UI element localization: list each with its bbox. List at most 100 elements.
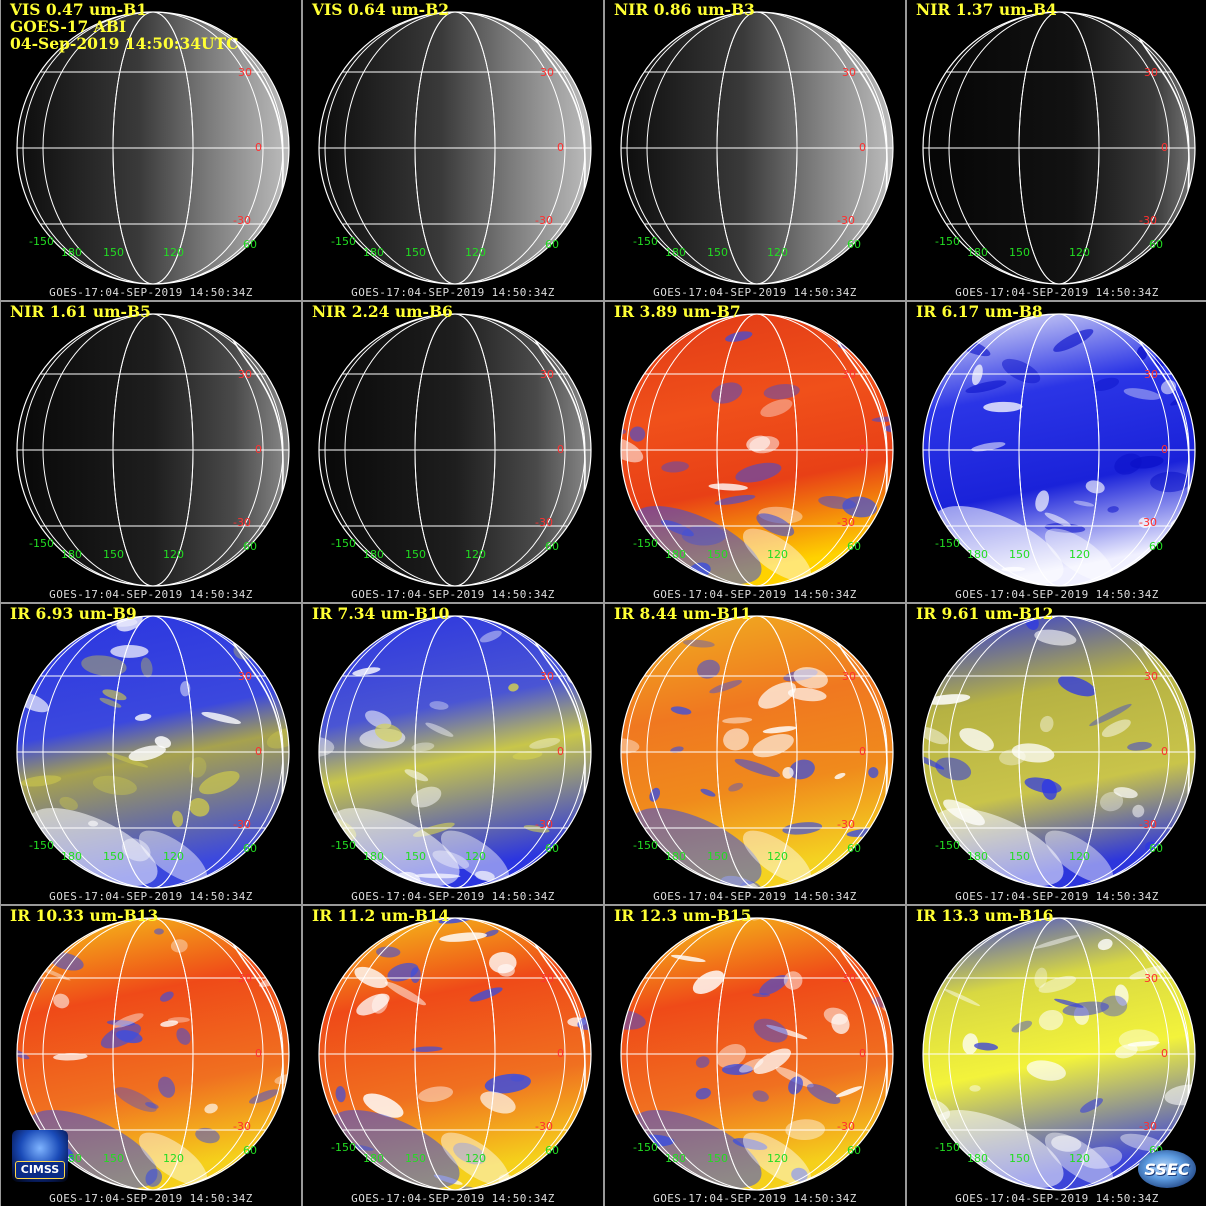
lon-label-120: 120 (1069, 548, 1090, 561)
band-label: IR 3.89 um-B7 (614, 302, 741, 321)
lat-label-30: 30 (842, 972, 856, 985)
lat-label-60: 60 (1149, 238, 1163, 251)
satellite-label: GOES-17 ABI (10, 17, 127, 36)
lat-label-minus30: -30 (837, 818, 855, 831)
lat-label-30: 30 (1144, 670, 1158, 683)
lat-label-minus30: -30 (1139, 516, 1157, 529)
band-label: IR 10.33 um-B13 (10, 906, 159, 925)
timestamp-footer: GOES-17:04-SEP-2019 14:50:34Z (351, 890, 555, 903)
lat-label-0: 0 (1161, 745, 1168, 758)
lat-label-60: 60 (243, 540, 257, 553)
lon-label-minus150: -150 (331, 537, 356, 550)
timestamp-footer: GOES-17:04-SEP-2019 14:50:34Z (955, 286, 1159, 299)
lon-label-180: 180 (363, 246, 384, 259)
lat-label-30: 30 (540, 670, 554, 683)
band-panel: 30 0 -30 60 -150 180 150 120 IR 12.3 um-B15 GOES-… (605, 906, 905, 1206)
lat-label-60: 60 (1149, 540, 1163, 553)
lat-label-0: 0 (1161, 141, 1168, 154)
timestamp-footer: GOES-17:04-SEP-2019 14:50:34Z (351, 286, 555, 299)
timestamp-footer: GOES-17:04-SEP-2019 14:50:34Z (49, 286, 253, 299)
lon-label-minus150: -150 (633, 1141, 658, 1154)
lon-label-150: 150 (1009, 548, 1030, 561)
cimss-logo-text: CIMSS (15, 1161, 65, 1179)
band-label: IR 6.93 um-B9 (10, 604, 137, 623)
lat-label-30: 30 (842, 670, 856, 683)
lon-label-150: 150 (707, 548, 728, 561)
lat-label-0: 0 (255, 141, 262, 154)
lon-label-150: 150 (103, 1152, 124, 1165)
lon-label-minus150: -150 (331, 235, 356, 248)
lat-label-60: 60 (243, 238, 257, 251)
lat-label-30: 30 (238, 66, 252, 79)
lon-label-minus150: -150 (29, 537, 54, 550)
band-label: IR 12.3 um-B15 (614, 906, 752, 925)
ssec-logo-text: SSEC (1144, 1160, 1190, 1179)
lon-label-120: 120 (163, 246, 184, 259)
lon-label-120: 120 (1069, 850, 1090, 863)
lat-label-60: 60 (545, 842, 559, 855)
timestamp-footer: GOES-17:04-SEP-2019 14:50:34Z (653, 1192, 857, 1205)
lon-label-120: 120 (1069, 246, 1090, 259)
lon-label-150: 150 (707, 850, 728, 863)
lat-label-30: 30 (842, 66, 856, 79)
band-label: NIR 0.86 um-B3 (614, 0, 755, 19)
lat-label-minus30: -30 (1139, 818, 1157, 831)
band-label: IR 9.61 um-B12 (916, 604, 1054, 623)
lon-label-150: 150 (707, 1152, 728, 1165)
lon-label-180: 180 (665, 548, 686, 561)
band-panel: 30 0 -30 60 -150 180 150 120 IR 8.44 um-B11 GOES-… (605, 604, 905, 904)
lat-label-minus30: -30 (535, 516, 553, 529)
lon-label-180: 180 (967, 1152, 988, 1165)
band-panel: 30 0 -30 60 -150 180 150 120 IR 9.61 um-B12 GOES-… (907, 604, 1206, 904)
lon-label-180: 180 (61, 246, 82, 259)
band-label: IR 6.17 um-B8 (916, 302, 1043, 321)
band-panel: 30 0 -30 60 -150 180 150 120 IR 6.17 um-B8 GOES-1… (907, 302, 1206, 602)
lat-label-60: 60 (243, 1144, 257, 1157)
lat-label-60: 60 (847, 842, 861, 855)
lon-label-150: 150 (1009, 246, 1030, 259)
band-panel: 30 0 -30 60 -150 180 150 120 NIR 0.86 um-B3 GOES-… (605, 0, 905, 300)
lat-label-30: 30 (1144, 972, 1158, 985)
band-panel: 30 0 -30 60 -150 180 150 120 IR 7.34 um-B10 GOES-… (303, 604, 603, 904)
lat-label-0: 0 (1161, 1047, 1168, 1060)
ssec-logo: SSEC (1138, 1150, 1196, 1188)
lon-label-180: 180 (61, 548, 82, 561)
lat-label-30: 30 (540, 972, 554, 985)
timestamp-footer: GOES-17:04-SEP-2019 14:50:34Z (955, 890, 1159, 903)
band-label: VIS 0.47 um-B1 (10, 0, 148, 19)
lat-label-0: 0 (255, 745, 262, 758)
lat-label-0: 0 (1161, 443, 1168, 456)
lat-label-minus30: -30 (1139, 214, 1157, 227)
band-label: VIS 0.64 um-B2 (312, 0, 450, 19)
lat-label-0: 0 (859, 141, 866, 154)
lat-label-30: 30 (842, 368, 856, 381)
lon-label-minus150: -150 (935, 839, 960, 852)
band-panel: 30 0 -30 60 -150 180 150 120 VIS 0.47 um-B1 GOES-… (1, 0, 301, 300)
lon-label-150: 150 (1009, 850, 1030, 863)
lon-label-150: 150 (103, 246, 124, 259)
lon-label-180: 180 (967, 548, 988, 561)
lon-label-150: 150 (1009, 1152, 1030, 1165)
lat-label-minus30: -30 (535, 818, 553, 831)
band-panel: 30 0 -30 60 -150 180 150 120 IR 6.93 um-B9 GOES-1… (1, 604, 301, 904)
lat-label-0: 0 (255, 1047, 262, 1060)
lon-label-minus150: -150 (29, 235, 54, 248)
lat-label-0: 0 (557, 141, 564, 154)
lon-label-150: 150 (405, 246, 426, 259)
lon-label-150: 150 (405, 1152, 426, 1165)
lat-label-0: 0 (557, 443, 564, 456)
timestamp-footer: GOES-17:04-SEP-2019 14:50:34Z (955, 1192, 1159, 1205)
lat-label-minus30: -30 (837, 516, 855, 529)
lon-label-minus150: -150 (935, 235, 960, 248)
lat-label-0: 0 (859, 1047, 866, 1060)
lat-label-60: 60 (243, 842, 257, 855)
lon-label-120: 120 (767, 246, 788, 259)
band-panel: 30 0 -30 60 -150 180 150 120 NIR 1.61 um-B5 GOES-… (1, 302, 301, 602)
lat-label-30: 30 (1144, 368, 1158, 381)
